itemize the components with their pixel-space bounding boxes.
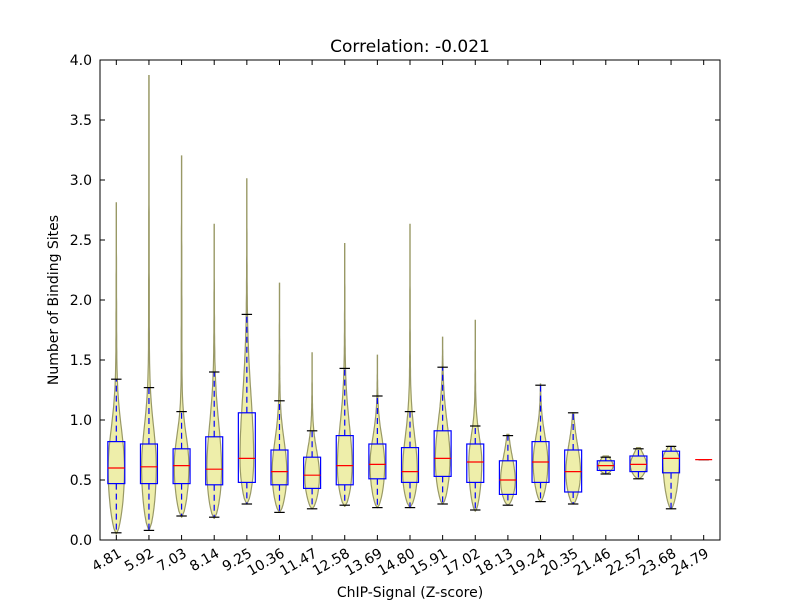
box-iqr bbox=[237, 412, 256, 483]
box-iqr bbox=[139, 443, 159, 485]
y-tick-label: 1.5 bbox=[70, 353, 92, 369]
x-axis-label: ChIP-Signal (Z-score) bbox=[337, 585, 483, 600]
y-axis-ticks: 0.0 0.5 1.0 1.5 2.0 2.5 3.0 3.5 4.0 bbox=[70, 53, 720, 549]
violin-layer bbox=[107, 75, 680, 535]
y-axis-label: Number of Binding Sites bbox=[46, 215, 62, 385]
y-tick-label: 3.5 bbox=[70, 113, 92, 129]
y-tick-label: 2.5 bbox=[70, 233, 92, 249]
box-iqr bbox=[205, 436, 224, 486]
y-tick-label: 2.0 bbox=[70, 293, 92, 309]
box-iqr bbox=[466, 443, 485, 484]
violin-body bbox=[500, 433, 516, 506]
violin-body bbox=[173, 155, 190, 518]
box-iqr bbox=[270, 449, 289, 486]
x-tick-label: 7.03 bbox=[155, 546, 190, 575]
chart-title: Correlation: -0.021 bbox=[330, 37, 490, 57]
box-iqr bbox=[498, 460, 517, 495]
y-tick-label: 3.0 bbox=[70, 173, 92, 189]
box-iqr bbox=[303, 456, 322, 490]
violin-body bbox=[140, 75, 157, 531]
box-iqr bbox=[400, 447, 420, 484]
x-tick-label: 8.14 bbox=[187, 546, 222, 575]
x-tick-label: 5.92 bbox=[122, 546, 157, 575]
box-iqr bbox=[433, 430, 452, 477]
violin-body bbox=[402, 223, 418, 509]
box-iqr bbox=[107, 441, 126, 485]
x-tick-label: 24.79 bbox=[669, 546, 712, 580]
box-iqr bbox=[661, 450, 681, 474]
violin-body bbox=[271, 282, 288, 513]
box-iqr bbox=[335, 435, 354, 486]
violin-body bbox=[468, 319, 483, 512]
violin-body bbox=[107, 202, 126, 535]
y-tick-label: 0.0 bbox=[70, 533, 92, 549]
y-tick-label: 4.0 bbox=[70, 53, 92, 69]
y-tick-label: 0.5 bbox=[70, 473, 92, 489]
y-tick-label: 1.0 bbox=[70, 413, 92, 429]
box-iqr bbox=[368, 443, 387, 480]
x-tick-label: 4.81 bbox=[89, 546, 124, 575]
boxplot-layer bbox=[107, 313, 713, 534]
